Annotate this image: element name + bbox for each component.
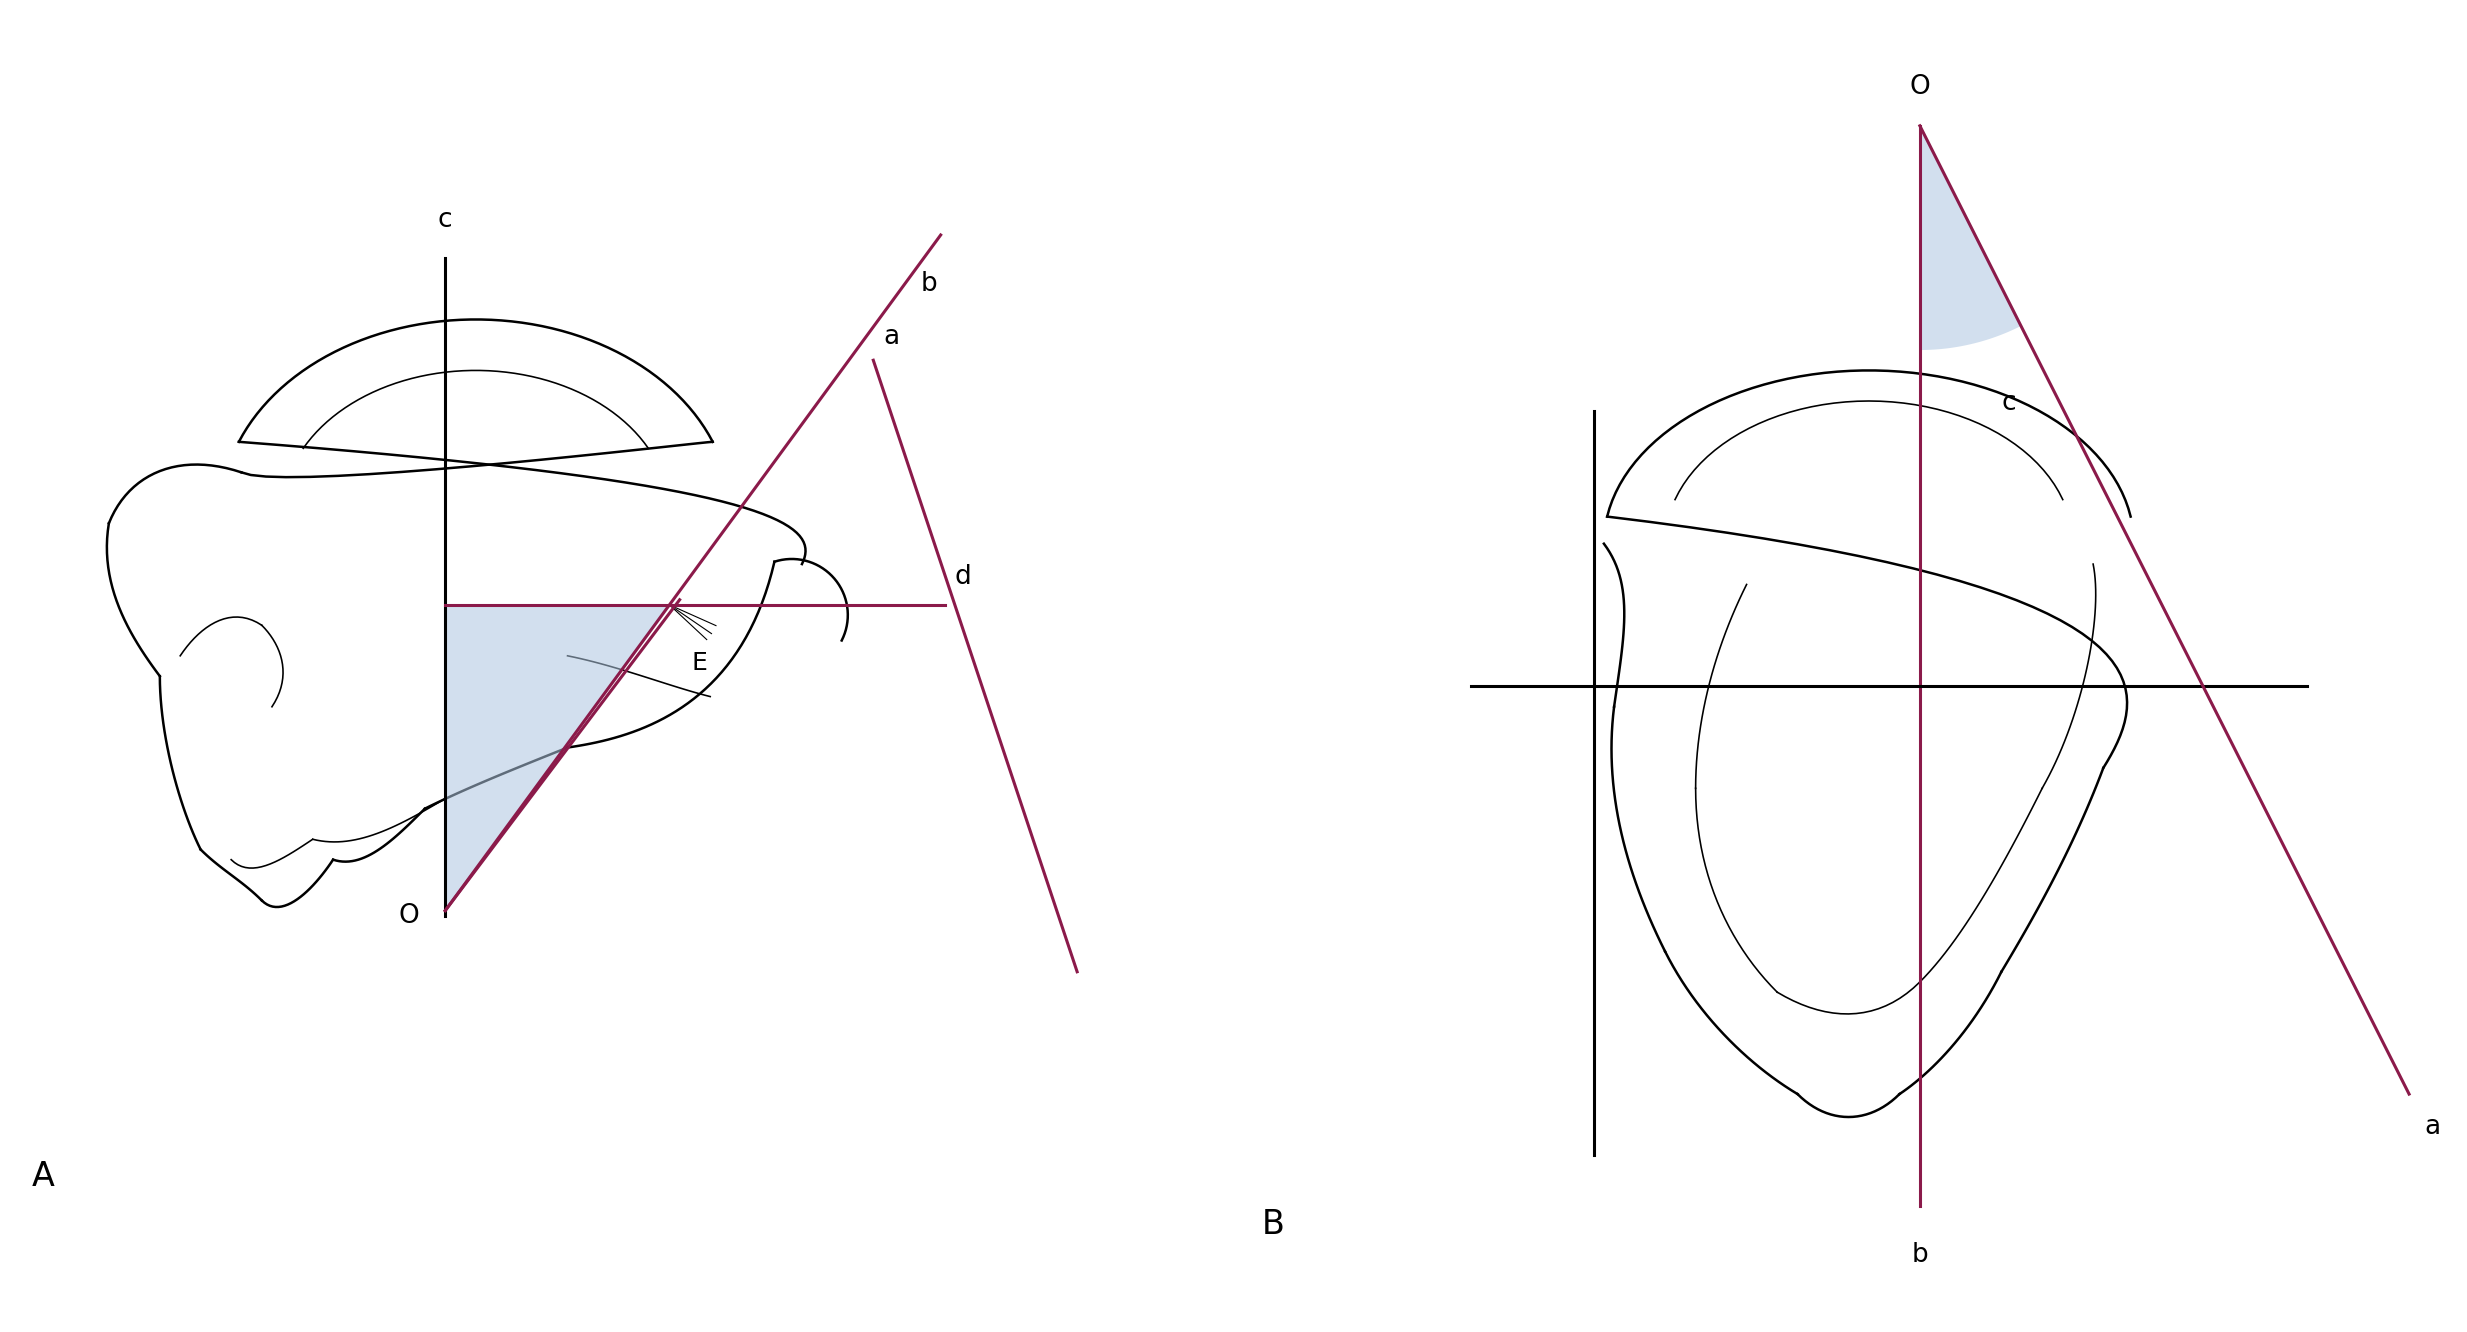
Polygon shape [444,605,669,911]
Text: A: A [32,1160,54,1193]
Text: a: a [883,324,900,350]
Text: B: B [1261,1208,1285,1241]
Text: a: a [2425,1115,2440,1140]
Text: b: b [920,270,937,297]
Text: b: b [1912,1241,1929,1268]
Text: d: d [955,563,972,590]
Text: c: c [439,206,451,233]
Text: E: E [691,651,708,675]
Text: c: c [2001,390,2016,417]
Polygon shape [1919,125,2020,350]
Text: O: O [1909,75,1929,100]
Text: O: O [400,903,419,928]
